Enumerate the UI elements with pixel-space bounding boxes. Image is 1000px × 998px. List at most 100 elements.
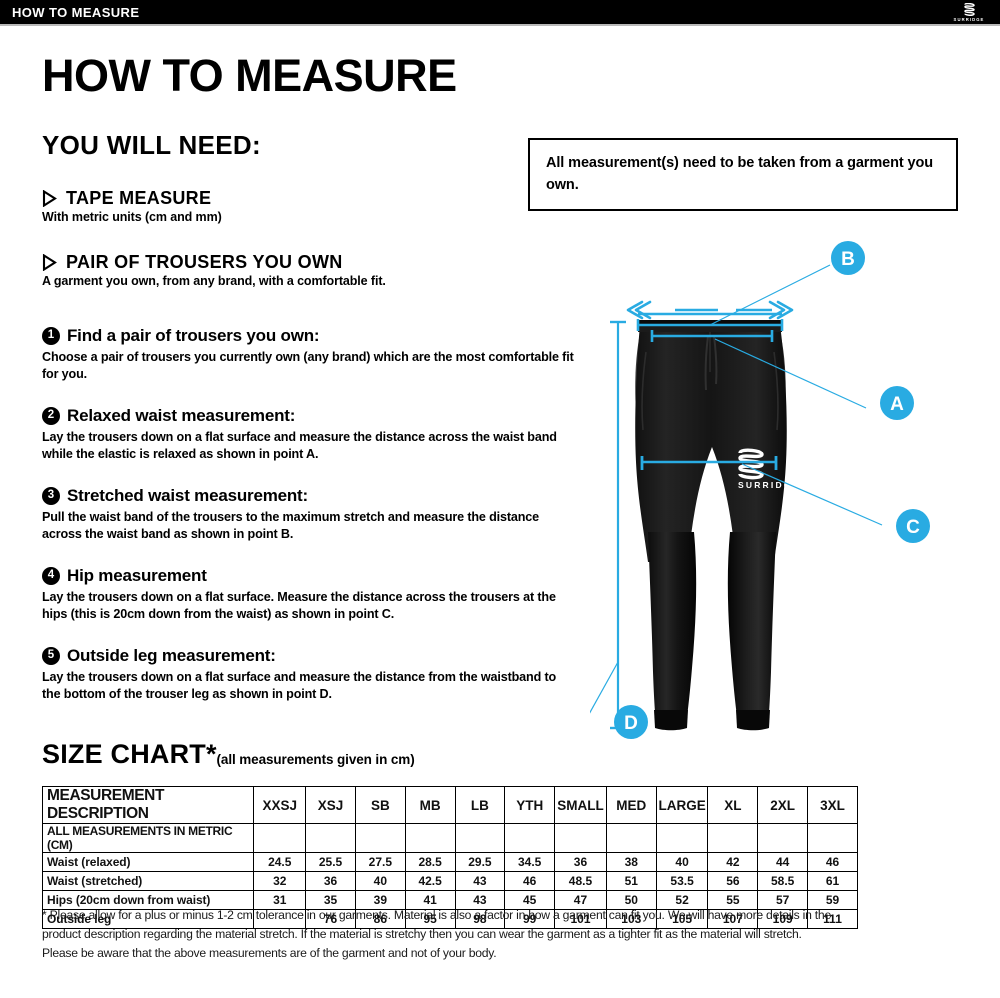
surridge-s-logo-icon bbox=[963, 2, 975, 16]
column-header-description: MEASUREMENT DESCRIPTION bbox=[41, 786, 255, 824]
cell-value: 103 bbox=[605, 909, 657, 929]
metric-note-cell: ALL MEASUREMENTS IN METRIC (CM) bbox=[41, 823, 255, 853]
callout-label: B bbox=[841, 249, 855, 270]
you-will-need-heading: YOU WILL NEED: bbox=[42, 130, 261, 160]
step-4: 4 Hip measurement Lay the trousers down … bbox=[42, 566, 577, 622]
step-body: Choose a pair of trousers you currently … bbox=[42, 350, 574, 381]
cell-value: 61 bbox=[807, 871, 858, 891]
measure-line-b bbox=[626, 264, 831, 331]
table-row: Waist (stretched) 32 36 40 42.5 43 46 48… bbox=[41, 871, 858, 891]
table-header-row: MEASUREMENT DESCRIPTION XXSJ XSJ SB MB L… bbox=[41, 786, 858, 824]
trouser-diagram-svg: SURRIDGE bbox=[590, 241, 930, 739]
cell-value: 32 bbox=[253, 871, 307, 891]
footnote-text: * Please allow for a plus or minus 1-2 c… bbox=[42, 908, 831, 960]
need-item-trousers: PAIR OF TROUSERS YOU OWN A garment you o… bbox=[42, 252, 386, 288]
cell-value: 105 bbox=[655, 909, 709, 929]
size-chart-heading-star: * bbox=[206, 739, 217, 769]
step-number-badge: 3 bbox=[42, 487, 60, 505]
table-row: Waist (relaxed) 24.5 25.5 27.5 28.5 29.5… bbox=[41, 852, 858, 872]
measure-line-c bbox=[640, 456, 883, 526]
garment-brand-mark bbox=[738, 448, 764, 480]
row-label-waist-stretched: Waist (stretched) bbox=[41, 871, 255, 891]
cell-value: 76 bbox=[305, 909, 356, 929]
cell-value: 53.5 bbox=[655, 871, 709, 891]
cell-value: 24.5 bbox=[253, 852, 307, 872]
cell-value: 101 bbox=[554, 909, 607, 929]
empty-cell bbox=[554, 823, 607, 853]
empty-cell bbox=[605, 823, 657, 853]
empty-cell bbox=[655, 823, 709, 853]
empty-cell bbox=[757, 823, 809, 853]
header-divider bbox=[0, 24, 1000, 26]
notice-text: All measurement(s) need to be taken from… bbox=[546, 155, 933, 193]
need-item-title: TAPE MEASURE bbox=[66, 188, 212, 208]
cell-value: 27.5 bbox=[354, 852, 406, 872]
cell-value: 46 bbox=[807, 852, 858, 872]
empty-cell bbox=[807, 823, 858, 853]
cell-value: 111 bbox=[807, 909, 858, 929]
column-header-xsj: XSJ bbox=[305, 786, 356, 824]
garment-brand-text: SURRIDGE bbox=[738, 480, 800, 490]
empty-cell bbox=[253, 823, 307, 853]
brand-logo-text: SURRIDGE bbox=[953, 16, 985, 22]
cell-value: 43 bbox=[454, 871, 506, 891]
step-title: Find a pair of trousers you own: bbox=[67, 326, 320, 345]
callout-bubble-d: D bbox=[614, 705, 648, 739]
step-number-badge: 4 bbox=[42, 567, 60, 585]
top-header-title: HOW TO MEASURE bbox=[12, 4, 140, 20]
cell-value: 34.5 bbox=[504, 852, 556, 872]
cell-value: 42.5 bbox=[404, 871, 456, 891]
step-2: 2 Relaxed waist measurement: Lay the tro… bbox=[42, 406, 577, 462]
cell-value: 29.5 bbox=[454, 852, 506, 872]
cell-value: 40 bbox=[354, 871, 406, 891]
table-row: Outside leg 76 86 95 98 99 101 103 105 1… bbox=[41, 909, 858, 929]
column-header-xxsj: XXSJ bbox=[253, 786, 307, 824]
size-chart-heading: SIZE CHART * (all measurements given in … bbox=[42, 741, 415, 768]
step-3: 3 Stretched waist measurement: Pull the … bbox=[42, 486, 577, 542]
table-row: Hips (20cm down from waist) 31 35 39 41 … bbox=[41, 890, 858, 910]
cell-value: 28.5 bbox=[404, 852, 456, 872]
triangle-right-icon bbox=[42, 254, 57, 271]
need-item-subtitle: A garment you own, from any brand, with … bbox=[42, 274, 386, 288]
page-title: HOW TO MEASURE bbox=[42, 50, 457, 101]
size-chart-table: MEASUREMENT DESCRIPTION XXSJ XSJ SB MB L… bbox=[41, 786, 858, 929]
step-body: Lay the trousers down on a flat surface.… bbox=[42, 590, 556, 621]
empty-cell bbox=[707, 823, 759, 853]
step-title: Relaxed waist measurement: bbox=[67, 406, 296, 425]
brand-logo: SURRIDGE bbox=[946, 1, 992, 23]
empty-cell bbox=[454, 823, 506, 853]
empty-cell bbox=[504, 823, 556, 853]
cell-value: 51 bbox=[605, 871, 657, 891]
cell-value: 40 bbox=[655, 852, 709, 872]
step-body: Pull the waist band of the trousers to t… bbox=[42, 510, 540, 541]
cell-value: 42 bbox=[707, 852, 759, 872]
callout-bubble-b: B bbox=[831, 241, 865, 275]
callout-label: A bbox=[890, 394, 904, 415]
cell-value: 25.5 bbox=[305, 852, 356, 872]
column-header-large: LARGE bbox=[655, 786, 709, 824]
cell-value bbox=[253, 909, 307, 929]
step-title: Outside leg measurement: bbox=[67, 646, 276, 665]
step-number-badge: 5 bbox=[42, 647, 60, 665]
step-number-badge: 2 bbox=[42, 407, 60, 425]
step-5: 5 Outside leg measurement: Lay the trous… bbox=[42, 646, 577, 702]
triangle-right-icon bbox=[42, 190, 57, 207]
column-header-small: SMALL bbox=[554, 786, 607, 824]
callout-bubble-a: A bbox=[880, 386, 914, 420]
column-header-lb: LB bbox=[454, 786, 506, 824]
column-header-xl: XL bbox=[707, 786, 759, 824]
cell-value: 56 bbox=[707, 871, 759, 891]
need-item-title: PAIR OF TROUSERS YOU OWN bbox=[66, 252, 343, 272]
row-label-outside-leg: Outside leg bbox=[41, 909, 255, 929]
column-header-2xl: 2XL bbox=[757, 786, 809, 824]
column-header-yth: YTH bbox=[504, 786, 556, 824]
step-title: Stretched waist measurement: bbox=[67, 486, 308, 505]
step-body: Lay the trousers down on a flat surface … bbox=[42, 430, 557, 461]
size-chart-heading-main: SIZE CHART bbox=[42, 739, 206, 769]
trouser-garment-illustration: SURRIDGE bbox=[635, 320, 800, 731]
size-chart-heading-sub: (all measurements given in cm) bbox=[216, 752, 415, 767]
cell-value: 52 bbox=[655, 890, 709, 910]
step-title: Hip measurement bbox=[67, 566, 207, 585]
trouser-measurement-diagram: SURRIDGE bbox=[590, 232, 990, 742]
cell-value: 99 bbox=[504, 909, 556, 929]
